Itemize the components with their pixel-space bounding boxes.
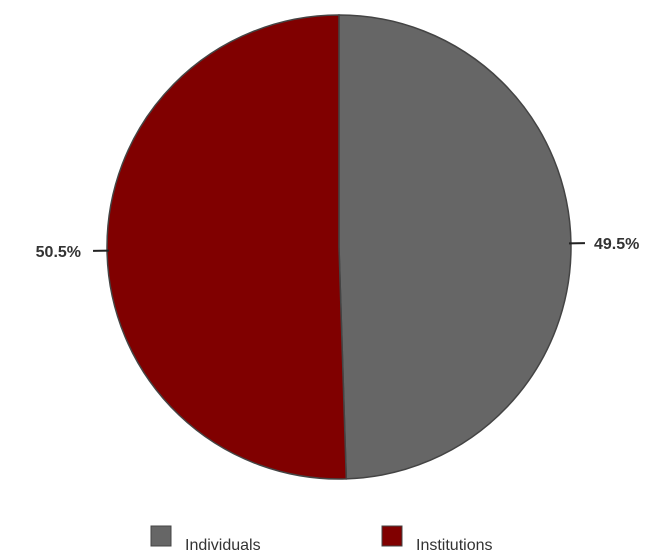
- pie-slice-individuals[interactable]: [338, 14, 572, 480]
- slice-label-institutions: 50.5%: [36, 244, 81, 261]
- legend-swatch-individuals: [150, 525, 172, 547]
- legend-item-individuals[interactable]: Individuals: [150, 525, 261, 554]
- slice-label-individuals: 49.5%: [594, 236, 639, 253]
- legend-item-institutions[interactable]: Institutions: [381, 525, 492, 554]
- legend-swatch-institutions: [381, 525, 403, 547]
- legend-label-institutions: Institutions: [416, 537, 492, 554]
- legend: Individuals Institutions: [150, 525, 492, 554]
- legend-label-individuals: Individuals: [185, 537, 261, 554]
- pie-slices: [106, 14, 572, 480]
- pie-slice-institutions[interactable]: [106, 14, 348, 480]
- slice-labels: 49.5% 50.5%: [36, 236, 640, 261]
